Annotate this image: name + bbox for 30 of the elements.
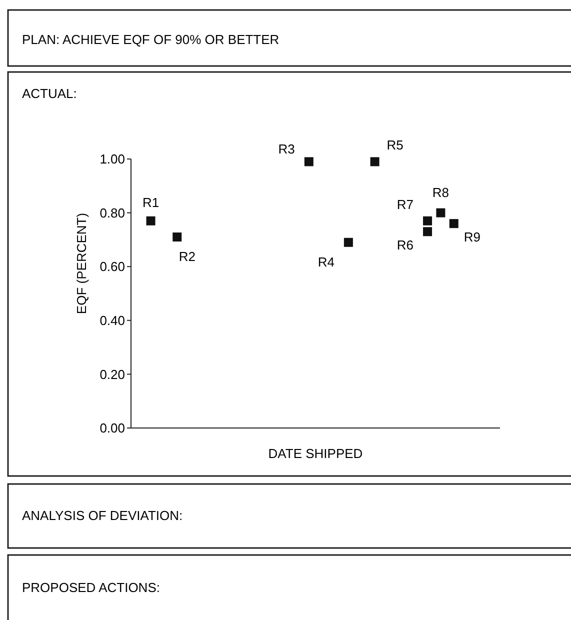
y-tick-label: 0.00: [100, 420, 125, 436]
y-tick-label: 0.80: [100, 205, 125, 220]
series-label: R9: [464, 230, 480, 245]
point: [423, 216, 432, 226]
y-tick-label: 1.00: [100, 152, 125, 167]
series-label: R5: [386, 138, 404, 153]
series-label: R7: [396, 196, 414, 212]
point: [146, 216, 156, 226]
y-tick-label: 0.60: [100, 259, 125, 274]
y-tick-label: 0.20: [100, 366, 125, 382]
point: [304, 157, 314, 166]
y-axis-title: EQF (PERCENT): [74, 212, 89, 314]
point: [423, 227, 432, 236]
text: ANALYSIS OF DEVIATION:: [22, 508, 183, 523]
series-label: R8: [432, 184, 450, 200]
series-label: R6: [396, 238, 414, 253]
point: [449, 219, 458, 228]
chart-title: PLAN: ACHIEVE EQF OF 90% OR BETTER: [22, 32, 280, 47]
text: PROPOSED ACTIONS:: [22, 580, 160, 595]
chart-subtitle: ACTUAL:: [22, 86, 77, 101]
y-tick-label: 0.40: [100, 312, 125, 328]
series-label: R2: [178, 249, 196, 264]
point: [436, 208, 446, 218]
series-label: R4: [318, 254, 334, 270]
x-axis-title: DATE SHIPPED: [268, 446, 363, 461]
point: [344, 238, 353, 247]
series-label: R3: [278, 142, 295, 157]
point: [172, 232, 182, 242]
series-label: R1: [142, 194, 160, 210]
point: [370, 157, 380, 166]
